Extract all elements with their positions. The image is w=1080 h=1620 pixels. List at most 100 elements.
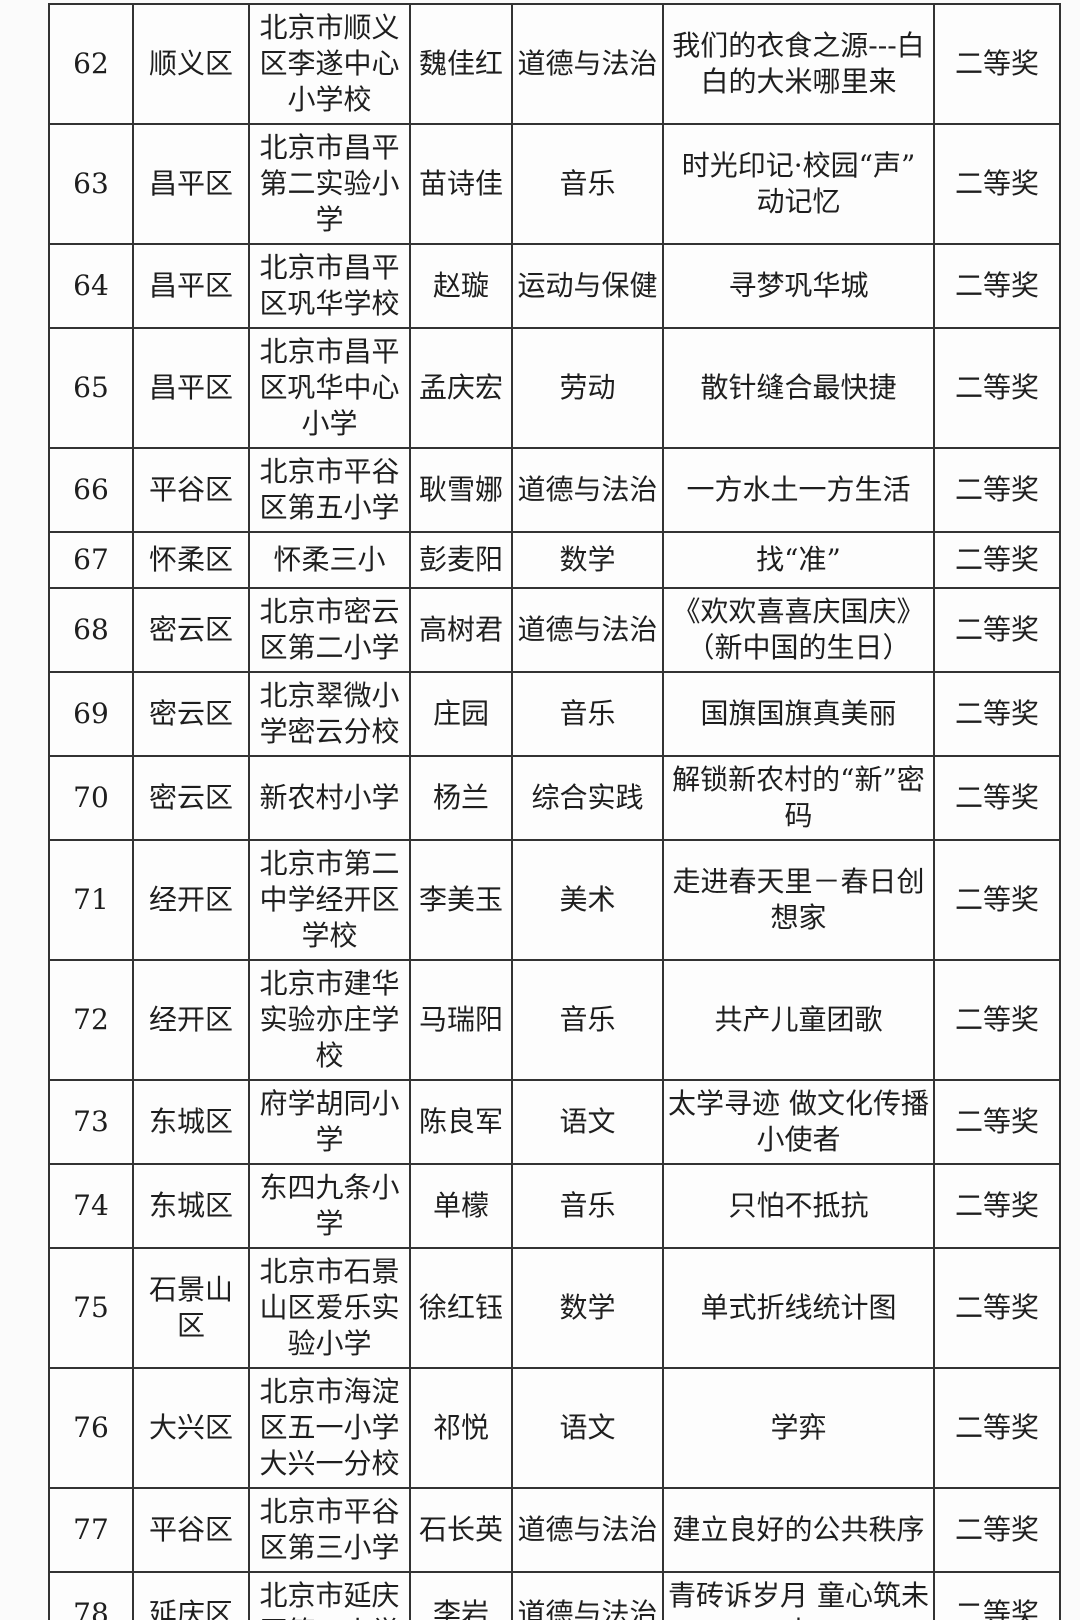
cell-teacher-name: 祁悦: [409, 1367, 513, 1489]
cell-work-title: 《欢欢喜喜庆国庆》（新中国的生日）: [662, 587, 935, 673]
cell-school: 北京市平谷区第三小学: [248, 1487, 411, 1573]
table-row: 65 昌平区 北京市昌平区巩华中心小学 孟庆宏 劳动 散针缝合最快捷 二等奖: [48, 327, 1061, 449]
cell-serial-number: 68: [48, 587, 134, 673]
cell-school: 东四九条小学: [248, 1163, 411, 1249]
cell-award-level: 二等奖: [933, 959, 1061, 1081]
cell-serial-number: 76: [48, 1367, 134, 1489]
cell-teacher-name: 高树君: [409, 587, 513, 673]
cell-award-level: 二等奖: [933, 531, 1061, 589]
cell-teacher-name: 陈良军: [409, 1079, 513, 1165]
cell-district: 昌平区: [132, 123, 250, 245]
table-row: 66 平谷区 北京市平谷区第五小学 耿雪娜 道德与法治 一方水土一方生活 二等奖: [48, 447, 1061, 533]
table-row: 75 石景山区 北京市石景山区爱乐实验小学 徐红钰 数学 单式折线统计图 二等奖: [48, 1247, 1061, 1369]
cell-district: 平谷区: [132, 1487, 250, 1573]
cell-subject: 音乐: [511, 671, 664, 757]
table-row: 73 东城区 府学胡同小学 陈良军 语文 太学寻迹 做文化传播小使者 二等奖: [48, 1079, 1061, 1165]
cell-subject: 语文: [511, 1079, 664, 1165]
cell-award-level: 二等奖: [933, 123, 1061, 245]
cell-district: 平谷区: [132, 447, 250, 533]
cell-district: 昌平区: [132, 327, 250, 449]
cell-teacher-name: 庄园: [409, 671, 513, 757]
cell-subject: 综合实践: [511, 755, 664, 841]
cell-serial-number: 72: [48, 959, 134, 1081]
cell-district: 经开区: [132, 959, 250, 1081]
cell-teacher-name: 赵璇: [409, 243, 513, 329]
cell-work-title: 单式折线统计图: [662, 1247, 935, 1369]
table-row: 77 平谷区 北京市平谷区第三小学 石长英 道德与法治 建立良好的公共秩序 二等…: [48, 1487, 1061, 1573]
cell-teacher-name: 杨兰: [409, 755, 513, 841]
cell-subject: 运动与保健: [511, 243, 664, 329]
cell-teacher-name: 孟庆宏: [409, 327, 513, 449]
cell-district: 密云区: [132, 755, 250, 841]
cell-serial-number: 78: [48, 1571, 134, 1620]
cell-school: 北京翠微小学密云分校: [248, 671, 411, 757]
cell-district: 密云区: [132, 671, 250, 757]
cell-subject: 道德与法治: [511, 447, 664, 533]
cell-serial-number: 70: [48, 755, 134, 841]
cell-award-level: 二等奖: [933, 1163, 1061, 1249]
cell-work-title: 太学寻迹 做文化传播小使者: [662, 1079, 935, 1165]
table-row: 78 延庆区 北京市延庆区第二小学 李岩 道德与法治 青砖诉岁月 童心筑未来 二…: [48, 1571, 1061, 1620]
cell-serial-number: 73: [48, 1079, 134, 1165]
table-row: 70 密云区 新农村小学 杨兰 综合实践 解锁新农村的“新”密码 二等奖: [48, 755, 1061, 841]
table-row: 64 昌平区 北京市昌平区巩华学校 赵璇 运动与保健 寻梦巩华城 二等奖: [48, 243, 1061, 329]
cell-district: 延庆区: [132, 1571, 250, 1620]
cell-serial-number: 64: [48, 243, 134, 329]
cell-school: 北京市第二中学经开区学校: [248, 839, 411, 961]
cell-award-level: 二等奖: [933, 327, 1061, 449]
cell-subject: 数学: [511, 531, 664, 589]
table-row: 71 经开区 北京市第二中学经开区学校 李美玉 美术 走进春天里－春日创想家 二…: [48, 839, 1061, 961]
cell-serial-number: 62: [48, 3, 134, 125]
cell-school: 北京市昌平第二实验小学: [248, 123, 411, 245]
cell-award-level: 二等奖: [933, 839, 1061, 961]
cell-work-title: 时光印记·校园“声”动记忆: [662, 123, 935, 245]
cell-subject: 音乐: [511, 959, 664, 1081]
cell-subject: 道德与法治: [511, 3, 664, 125]
cell-subject: 音乐: [511, 1163, 664, 1249]
cell-school: 北京市建华实验亦庄学校: [248, 959, 411, 1081]
cell-teacher-name: 苗诗佳: [409, 123, 513, 245]
cell-work-title: 一方水土一方生活: [662, 447, 935, 533]
cell-district: 怀柔区: [132, 531, 250, 589]
cell-award-level: 二等奖: [933, 1571, 1061, 1620]
cell-teacher-name: 李美玉: [409, 839, 513, 961]
cell-serial-number: 75: [48, 1247, 134, 1369]
table-row: 63 昌平区 北京市昌平第二实验小学 苗诗佳 音乐 时光印记·校园“声”动记忆 …: [48, 123, 1061, 245]
cell-school: 北京市海淀区五一小学大兴一分校: [248, 1367, 411, 1489]
cell-district: 东城区: [132, 1079, 250, 1165]
cell-award-level: 二等奖: [933, 447, 1061, 533]
cell-district: 密云区: [132, 587, 250, 673]
cell-award-level: 二等奖: [933, 755, 1061, 841]
cell-subject: 数学: [511, 1247, 664, 1369]
cell-award-level: 二等奖: [933, 3, 1061, 125]
cell-award-level: 二等奖: [933, 243, 1061, 329]
cell-school: 新农村小学: [248, 755, 411, 841]
cell-school: 怀柔三小: [248, 531, 411, 589]
cell-work-title: 我们的衣食之源---白白的大米哪里来: [662, 3, 935, 125]
cell-serial-number: 63: [48, 123, 134, 245]
cell-school: 北京市延庆区第二小学: [248, 1571, 411, 1620]
cell-work-title: 只怕不抵抗: [662, 1163, 935, 1249]
cell-work-title: 寻梦巩华城: [662, 243, 935, 329]
cell-district: 石景山区: [132, 1247, 250, 1369]
cell-school: 北京市平谷区第五小学: [248, 447, 411, 533]
cell-teacher-name: 马瑞阳: [409, 959, 513, 1081]
award-table: 62 顺义区 北京市顺义区李遂中心小学校 魏佳红 道德与法治 我们的衣食之源--…: [48, 3, 1061, 1620]
cell-serial-number: 74: [48, 1163, 134, 1249]
cell-serial-number: 67: [48, 531, 134, 589]
cell-work-title: 共产儿童团歌: [662, 959, 935, 1081]
cell-school: 北京市昌平区巩华学校: [248, 243, 411, 329]
table-row: 68 密云区 北京市密云区第二小学 高树君 道德与法治 《欢欢喜喜庆国庆》（新中…: [48, 587, 1061, 673]
cell-school: 府学胡同小学: [248, 1079, 411, 1165]
cell-teacher-name: 耿雪娜: [409, 447, 513, 533]
cell-subject: 美术: [511, 839, 664, 961]
cell-teacher-name: 魏佳红: [409, 3, 513, 125]
cell-serial-number: 69: [48, 671, 134, 757]
cell-award-level: 二等奖: [933, 1247, 1061, 1369]
table-row: 67 怀柔区 怀柔三小 彭麦阳 数学 找“准” 二等奖: [48, 531, 1061, 589]
table-row: 62 顺义区 北京市顺义区李遂中心小学校 魏佳红 道德与法治 我们的衣食之源--…: [48, 3, 1061, 125]
cell-work-title: 解锁新农村的“新”密码: [662, 755, 935, 841]
cell-teacher-name: 彭麦阳: [409, 531, 513, 589]
cell-serial-number: 71: [48, 839, 134, 961]
